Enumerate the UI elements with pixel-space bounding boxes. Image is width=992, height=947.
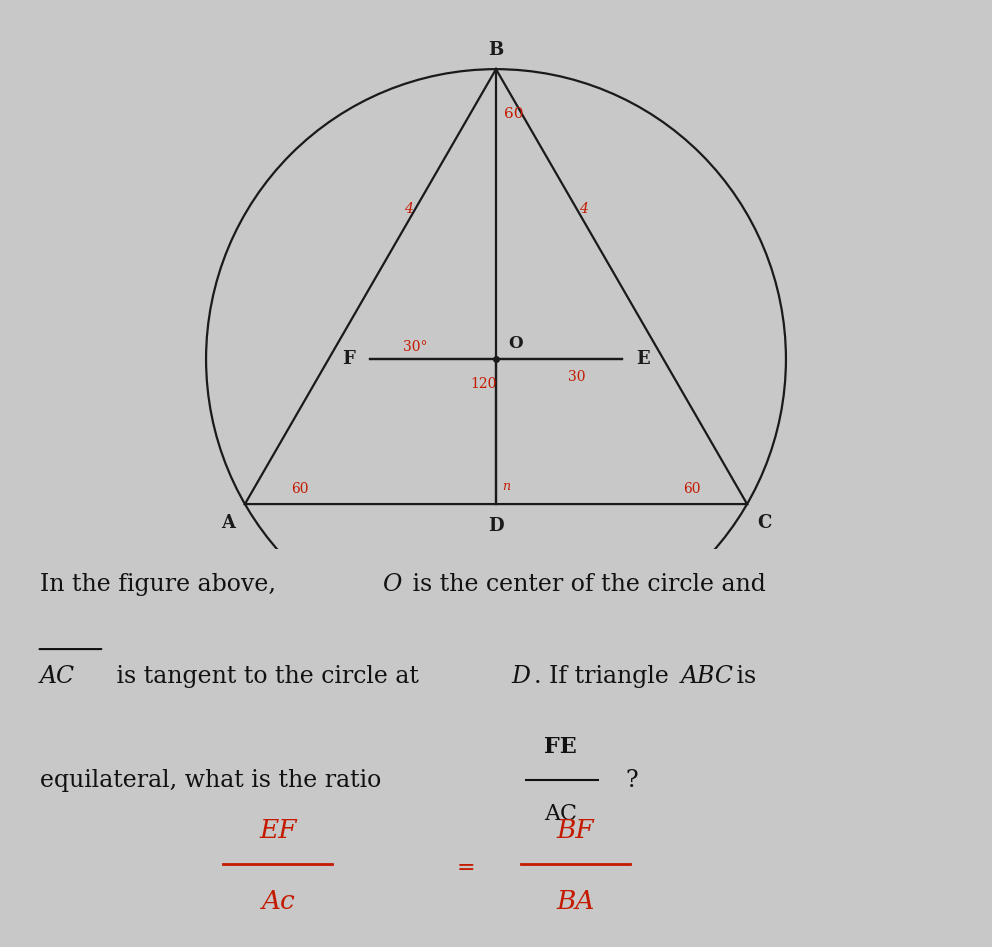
Text: BA: BA: [557, 888, 594, 914]
Text: ABC: ABC: [681, 665, 733, 688]
Text: EF: EF: [259, 818, 297, 843]
Text: F: F: [342, 350, 355, 368]
Text: equilateral, what is the ratio: equilateral, what is the ratio: [40, 769, 389, 792]
Text: 30°: 30°: [404, 340, 428, 353]
Text: FE: FE: [544, 736, 577, 758]
Text: 4: 4: [579, 202, 588, 216]
Text: D: D: [511, 665, 530, 688]
Text: AC: AC: [40, 665, 74, 688]
Text: 120: 120: [470, 377, 497, 391]
Text: 30: 30: [567, 369, 585, 384]
Text: is the center of the circle and: is the center of the circle and: [405, 573, 766, 596]
Text: . If triangle: . If triangle: [534, 665, 677, 688]
Text: E: E: [637, 350, 650, 368]
Text: O: O: [509, 334, 523, 351]
Text: D: D: [488, 517, 504, 535]
Text: ?: ?: [625, 769, 638, 792]
Text: C: C: [757, 514, 772, 532]
Text: 60: 60: [292, 482, 309, 496]
Text: n: n: [502, 480, 510, 493]
Text: O: O: [382, 573, 402, 596]
Text: In the figure above,: In the figure above,: [40, 573, 283, 596]
Text: A: A: [221, 514, 235, 532]
Text: =: =: [457, 857, 475, 879]
Text: Ac: Ac: [261, 888, 295, 914]
Text: is tangent to the circle at: is tangent to the circle at: [109, 665, 427, 688]
Text: 4: 4: [404, 202, 413, 216]
Text: 60: 60: [504, 107, 524, 121]
Text: BF: BF: [557, 818, 594, 843]
Text: 60: 60: [683, 482, 700, 496]
Text: AC: AC: [544, 803, 577, 825]
Text: is: is: [729, 665, 756, 688]
Text: B: B: [488, 41, 504, 59]
